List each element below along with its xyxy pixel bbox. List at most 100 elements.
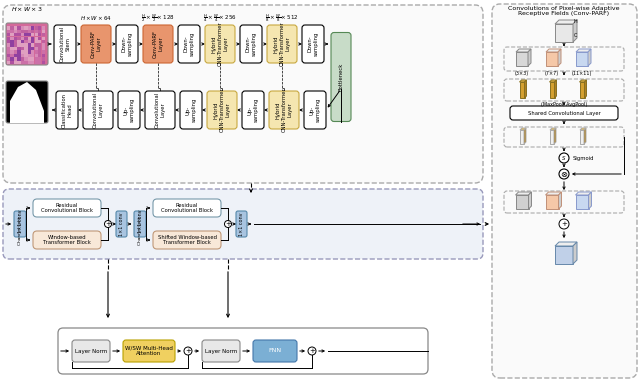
Bar xyxy=(515,195,529,209)
Bar xyxy=(42,61,45,64)
Bar xyxy=(38,30,42,33)
FancyBboxPatch shape xyxy=(54,25,76,63)
FancyBboxPatch shape xyxy=(302,25,324,63)
FancyBboxPatch shape xyxy=(81,25,111,63)
Bar xyxy=(42,40,45,43)
Polygon shape xyxy=(554,128,556,144)
Polygon shape xyxy=(520,128,526,130)
Bar xyxy=(35,40,38,43)
Bar xyxy=(20,50,24,54)
Text: Residual
Convolutional Block: Residual Convolutional Block xyxy=(41,203,93,213)
Text: (7×7): (7×7) xyxy=(545,70,559,75)
Polygon shape xyxy=(558,49,561,66)
Text: Up-
sampling: Up- sampling xyxy=(310,98,321,122)
Text: Convolutions of Pixel-wise Adaptive
Receptive Fields (Conv-PARF): Convolutions of Pixel-wise Adaptive Rece… xyxy=(508,6,620,16)
Bar xyxy=(7,57,10,61)
Text: Convolutional
Layer: Convolutional Layer xyxy=(93,92,104,128)
Polygon shape xyxy=(524,128,526,144)
Bar xyxy=(546,52,558,66)
Bar xyxy=(17,61,20,64)
FancyBboxPatch shape xyxy=(3,189,483,259)
Bar xyxy=(555,24,573,42)
Bar xyxy=(17,26,20,29)
Text: +: + xyxy=(561,221,567,227)
Bar xyxy=(550,130,554,144)
Text: Conv-PARF
Layer: Conv-PARF Layer xyxy=(152,30,163,58)
Polygon shape xyxy=(584,128,586,144)
Text: +: + xyxy=(105,221,111,227)
Bar xyxy=(31,33,35,37)
Bar xyxy=(31,30,35,33)
Text: H: H xyxy=(573,19,577,24)
FancyBboxPatch shape xyxy=(123,340,175,362)
Bar xyxy=(10,37,13,40)
Bar xyxy=(7,33,10,37)
Bar xyxy=(38,54,42,57)
Bar xyxy=(520,130,524,144)
Bar xyxy=(10,43,13,47)
Bar xyxy=(17,57,20,61)
Text: $H\times W\times 64$: $H\times W\times 64$ xyxy=(80,14,112,22)
Bar xyxy=(38,37,42,40)
Bar xyxy=(42,50,45,54)
Bar xyxy=(14,33,17,37)
Text: Hybrid
CNN-Transformer
Layer: Hybrid CNN-Transformer Layer xyxy=(274,22,291,66)
Circle shape xyxy=(559,169,569,179)
Polygon shape xyxy=(545,192,561,195)
Bar xyxy=(28,47,31,50)
FancyBboxPatch shape xyxy=(331,32,351,122)
Bar xyxy=(38,61,42,64)
FancyBboxPatch shape xyxy=(267,25,297,63)
Bar xyxy=(28,57,31,61)
Bar xyxy=(17,54,20,57)
Text: +: + xyxy=(185,348,191,354)
Text: Residual
Convolutional Block: Residual Convolutional Block xyxy=(161,203,213,213)
Text: $H\times W\times 3$: $H\times W\times 3$ xyxy=(11,5,43,13)
Text: Channel split: Channel split xyxy=(18,217,22,245)
Bar xyxy=(10,33,13,37)
FancyBboxPatch shape xyxy=(202,340,240,362)
Text: Layer Norm: Layer Norm xyxy=(75,349,107,354)
Bar xyxy=(38,26,42,29)
Bar xyxy=(42,33,45,37)
Text: (11×11): (11×11) xyxy=(572,70,592,75)
Polygon shape xyxy=(550,128,556,130)
Bar xyxy=(14,43,17,47)
Bar xyxy=(20,54,24,57)
Polygon shape xyxy=(554,80,557,98)
Bar xyxy=(35,30,38,33)
Bar xyxy=(35,57,38,61)
Bar xyxy=(38,43,42,47)
Bar xyxy=(20,47,24,50)
FancyBboxPatch shape xyxy=(3,5,483,183)
Text: Down-
sampling: Down- sampling xyxy=(246,32,257,56)
Bar xyxy=(555,246,573,264)
Text: 1×1 conv: 1×1 conv xyxy=(239,212,244,236)
Polygon shape xyxy=(584,80,586,98)
Polygon shape xyxy=(550,80,557,82)
Bar xyxy=(38,47,42,50)
Bar xyxy=(28,33,31,37)
Bar xyxy=(35,43,38,47)
Bar xyxy=(35,26,38,29)
Bar xyxy=(20,57,24,61)
Polygon shape xyxy=(573,242,577,264)
Bar xyxy=(10,61,13,64)
Bar xyxy=(31,61,35,64)
Bar xyxy=(42,54,45,57)
Bar xyxy=(7,61,10,64)
Bar xyxy=(14,30,17,33)
Bar xyxy=(24,33,28,37)
Bar xyxy=(31,40,35,43)
Bar xyxy=(31,26,35,29)
Bar xyxy=(17,43,20,47)
Bar xyxy=(14,54,17,57)
Text: Down-
sampling: Down- sampling xyxy=(184,32,195,56)
Bar xyxy=(20,30,24,33)
Polygon shape xyxy=(516,49,531,52)
Text: Shared Convolutional Layer: Shared Convolutional Layer xyxy=(527,110,600,115)
Bar xyxy=(35,37,38,40)
Bar xyxy=(17,33,20,37)
Polygon shape xyxy=(555,242,577,246)
FancyBboxPatch shape xyxy=(205,25,235,63)
